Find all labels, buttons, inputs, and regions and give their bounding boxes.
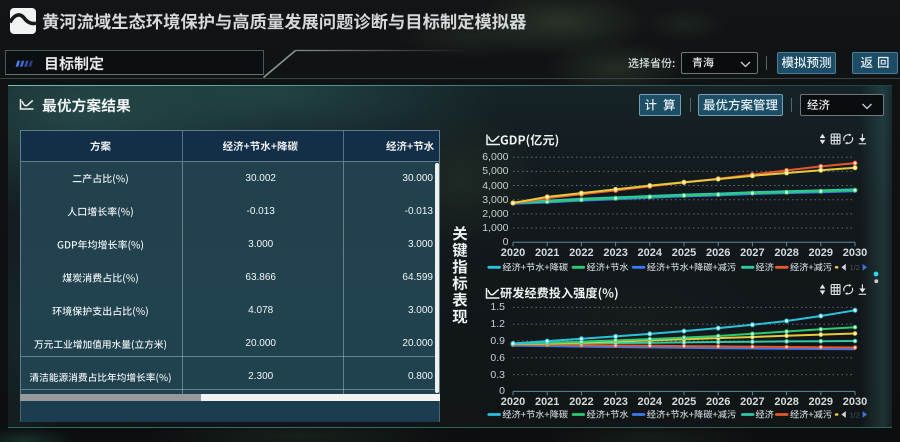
svg-text:1/2: 1/2 [850, 263, 860, 272]
svg-text:1/2: 1/2 [850, 410, 860, 419]
